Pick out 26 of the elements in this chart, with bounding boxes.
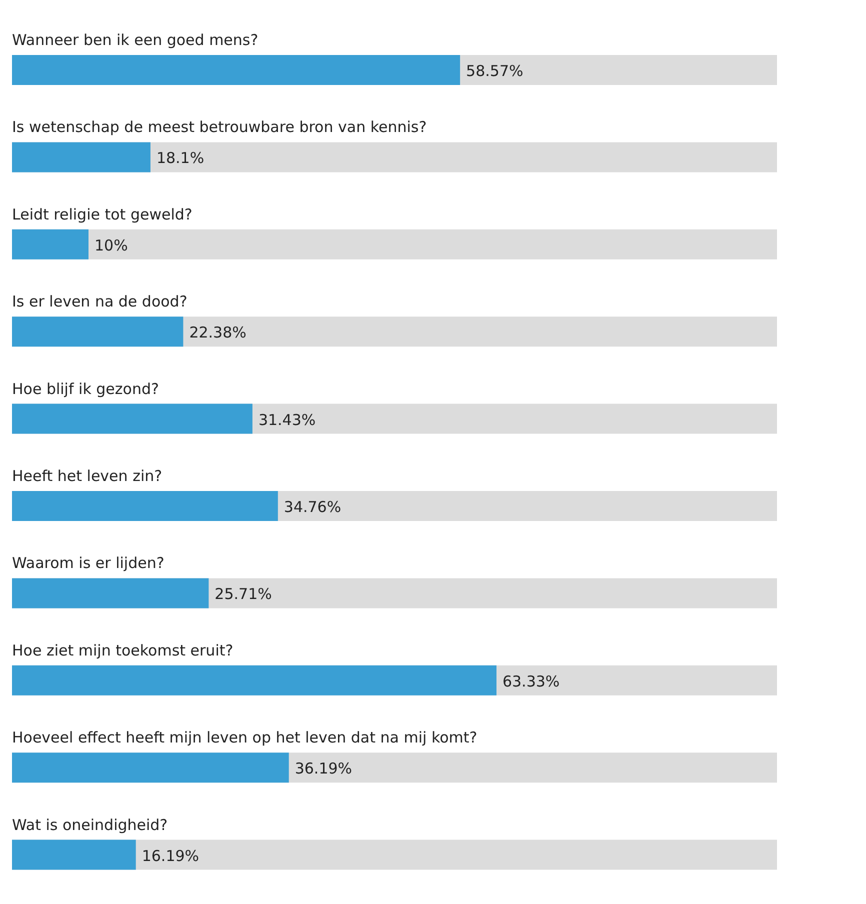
bar xyxy=(12,229,88,260)
data-label: 34.76% xyxy=(284,498,342,516)
bar xyxy=(12,316,184,347)
y-tick-label: Is wetenschap de meest betrouwbare bron van kennis? xyxy=(12,118,427,136)
data-label: 63.33% xyxy=(502,672,560,690)
y-tick-label: Wat is oneindigheid? xyxy=(12,816,168,834)
y-tick-label: Heeft het leven zin? xyxy=(12,467,162,485)
data-label: 25.71% xyxy=(214,585,272,604)
data-label: 16.19% xyxy=(142,846,200,865)
data-label: 36.19% xyxy=(294,760,352,778)
bar xyxy=(12,840,136,870)
y-tick-label: Hoeveel effect heeft mijn leven op het leven dat na mij komt? xyxy=(12,728,478,747)
bar xyxy=(12,578,209,608)
data-label: 31.43% xyxy=(258,410,316,429)
data-label: 58.57% xyxy=(466,62,524,80)
y-tick-label: Wanneer ben ik een goed mens? xyxy=(12,31,258,49)
data-label: 22.38% xyxy=(189,324,246,342)
y-tick-label: Waarom is er lijden? xyxy=(12,554,164,572)
bar xyxy=(12,404,252,434)
y-tick-label: Leidt religie tot geweld? xyxy=(12,205,192,224)
y-tick-label: Hoe blijf ik gezond? xyxy=(12,380,159,398)
y-tick-label: Is er leven na de dood? xyxy=(12,292,188,311)
data-label: 10% xyxy=(94,236,128,254)
data-label: 18.1% xyxy=(156,149,204,168)
bar xyxy=(12,142,150,172)
y-tick-label: Hoe ziet mijn toekomst eruit? xyxy=(12,641,234,660)
